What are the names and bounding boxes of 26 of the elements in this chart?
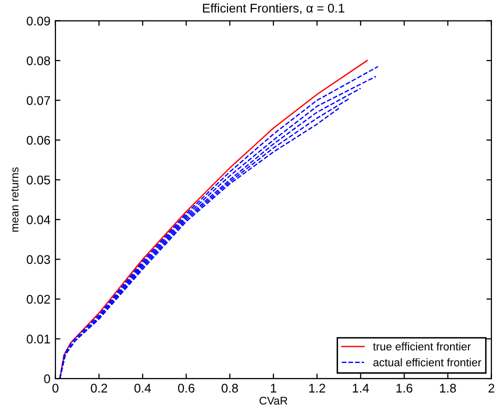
y-axis-title: mean returns (11, 167, 18, 232)
y-tick-label: 0.02 (26, 294, 50, 304)
chart-title: Efficient Frontiers, α = 0.1 (203, 3, 344, 14)
y-tick-label: 0.04 (26, 215, 50, 224)
y-tick-label: 0.01 (26, 334, 50, 344)
x-tick-label: 1.6 (396, 384, 412, 393)
x-axis-title: CVaR (260, 396, 288, 405)
legend-label: actual efficient frontier (373, 358, 482, 366)
legend-label: true efficient frontier (373, 342, 471, 350)
y-tick-label: 0.07 (26, 96, 50, 105)
y-tick-label: 0.05 (26, 176, 50, 184)
x-tick-label: 0 (52, 384, 58, 393)
x-tick-label: 0.4 (134, 384, 151, 393)
y-tick-label: 0.09 (26, 16, 50, 26)
x-tick-label: 1.2 (309, 384, 326, 392)
x-tick-label: 1.4 (352, 384, 369, 392)
y-tick-label: 0.06 (26, 136, 50, 145)
y-tick-label: 0 (44, 374, 50, 384)
x-tick-label: 1 (270, 384, 276, 392)
y-tick-label: 0.08 (26, 56, 50, 66)
x-tick-label: 1.8 (440, 384, 456, 393)
x-tick-label: 0.8 (222, 384, 238, 393)
y-tick-label: 0.03 (26, 255, 50, 264)
x-tick-label: 0.2 (90, 384, 108, 393)
x-tick-label: 2 (488, 384, 494, 392)
x-tick-label: 0.6 (178, 384, 194, 393)
